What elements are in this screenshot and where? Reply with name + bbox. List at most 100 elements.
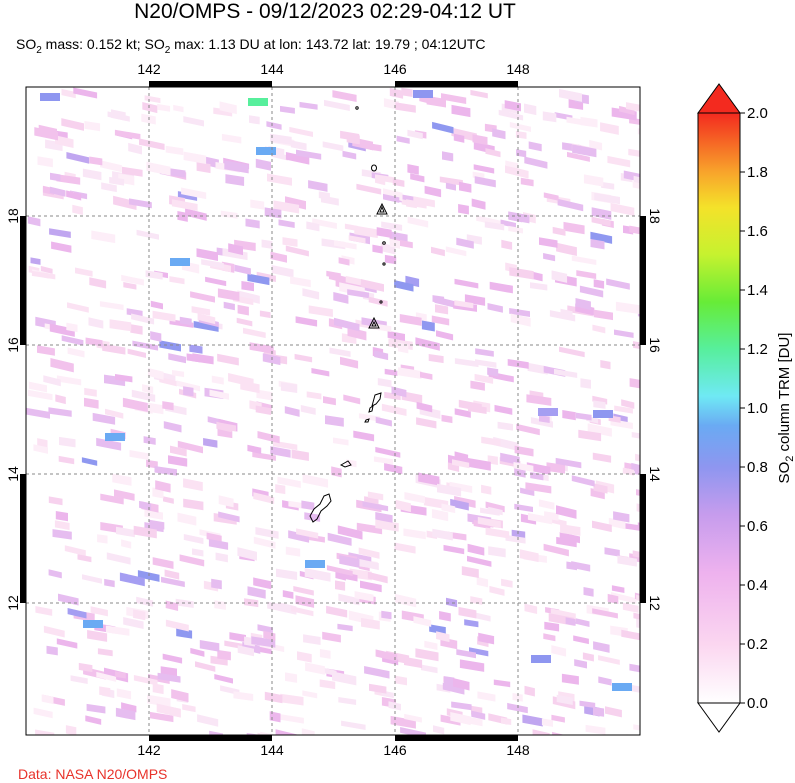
so2-pixel: [132, 340, 159, 351]
so2-pixel: [573, 635, 589, 645]
so2-pixel: [593, 400, 606, 409]
so2-pixel: [552, 226, 566, 236]
so2-pixel: [48, 496, 63, 506]
so2-pixel: [446, 597, 458, 608]
so2-pixel: [524, 156, 548, 169]
so2-pixel: [501, 717, 512, 726]
so2-pixel: [341, 720, 366, 730]
so2-pixel: [406, 199, 417, 209]
lon-label-bottom-146: 146: [383, 742, 407, 758]
map-title: N20/OMPS - 09/12/2023 02:29-04:12 UT: [134, 0, 516, 23]
so2-pixel: [384, 254, 397, 265]
so2-pixel: [291, 449, 309, 462]
so2-pixel: [28, 381, 47, 393]
so2-pixel: [211, 578, 222, 590]
so2-pixel: [410, 173, 425, 183]
so2-pixel: [335, 580, 346, 591]
island-agrihan: [382, 241, 386, 245]
so2-pixel: [131, 313, 155, 325]
so2-pixel: [621, 629, 640, 642]
so2-pixel: [190, 647, 205, 657]
so2-pixel: [375, 174, 386, 186]
so2-pixel: [247, 273, 270, 286]
so2-pixel: [632, 550, 640, 560]
so2-pixel: [209, 730, 223, 735]
so2-pixel: [471, 198, 486, 210]
so2-pixel: [234, 264, 251, 275]
so2-pixel: [607, 593, 619, 605]
so2-pixel: [334, 240, 357, 250]
so2-pixel: [452, 459, 470, 469]
so2-pixel: [381, 610, 392, 620]
so2-pixel: [395, 593, 417, 608]
so2-pixel: [614, 405, 633, 414]
so2-pixel: [629, 663, 640, 673]
so2-pixel: [514, 503, 533, 513]
so2-pixel: [337, 525, 363, 540]
so2-pixel: [273, 200, 300, 214]
so2-subscript: 2: [36, 44, 42, 56]
lon-label-top-146: 146: [383, 61, 407, 77]
so2-pixel: [375, 446, 401, 458]
so2-pixel: [43, 625, 65, 638]
so2-pixel: [168, 353, 187, 364]
so2-pixel: [197, 714, 219, 727]
so2-pixel: [147, 367, 164, 380]
so2-pixel: [169, 276, 185, 285]
so2-pixel: [504, 100, 522, 112]
so2-pixel: [163, 421, 182, 433]
so2-pixel: [416, 417, 437, 429]
so2-pixel: [61, 335, 84, 346]
so2-pixel: [84, 121, 101, 132]
so2-pixel: [260, 731, 282, 735]
so2-pixel: [159, 376, 177, 387]
so2-pixel: [253, 536, 276, 549]
so2-pixel: [189, 344, 203, 354]
so2-pixel: [404, 656, 423, 669]
so2-pixel: [105, 408, 124, 419]
so2-pixel: [116, 688, 132, 700]
so2-pixel: [591, 216, 611, 227]
so2-pixel: [593, 279, 605, 289]
so2-pixel: [356, 522, 383, 535]
so2-pixel: [253, 492, 275, 505]
so2-pixel: [305, 662, 325, 675]
so2-pixel: [592, 324, 606, 334]
so2-pixel: [442, 151, 454, 162]
so2-pixel: [485, 148, 501, 158]
so2-pixel-high: [248, 98, 268, 106]
colorbar-min-extension: [697, 702, 741, 733]
so2-pixel: [30, 257, 41, 265]
so2-pixel: [102, 343, 126, 355]
so2-pixel: [326, 270, 341, 279]
so2-pixel: [250, 199, 265, 210]
so2-pixel: [49, 186, 66, 197]
so2-pixel: [541, 718, 554, 727]
so2-pixel: [563, 221, 585, 235]
so2-pixel: [551, 714, 565, 723]
so2-pixel: [605, 706, 622, 718]
so2-pixel: [97, 648, 113, 657]
so2-pixel: [337, 623, 353, 632]
so2-pixel: [579, 285, 604, 298]
so2-pixel: [368, 296, 388, 307]
so2-pixel: [237, 290, 260, 304]
so2-pixel: [214, 600, 226, 610]
so2-pixel: [442, 682, 465, 695]
so2-pixel: [345, 275, 361, 286]
so2-pixel: [566, 561, 578, 571]
so2-pixel: [193, 320, 219, 332]
so2-pixel: [228, 243, 243, 256]
so2-pixel: [209, 389, 229, 400]
so2-pixel: [170, 706, 181, 718]
so2-pixel: [571, 475, 595, 487]
so2-pixel: [562, 410, 576, 421]
so2-pixel: [439, 176, 463, 186]
so2-pixel: [594, 192, 621, 205]
so2-pixel: [301, 728, 315, 735]
so2-pixel: [114, 129, 141, 140]
so2-pixel: [501, 578, 513, 588]
so2-pixel: [291, 606, 314, 617]
so2-pixel: [509, 308, 531, 317]
data-credit: Data: NASA N20/OMPS: [18, 766, 168, 782]
